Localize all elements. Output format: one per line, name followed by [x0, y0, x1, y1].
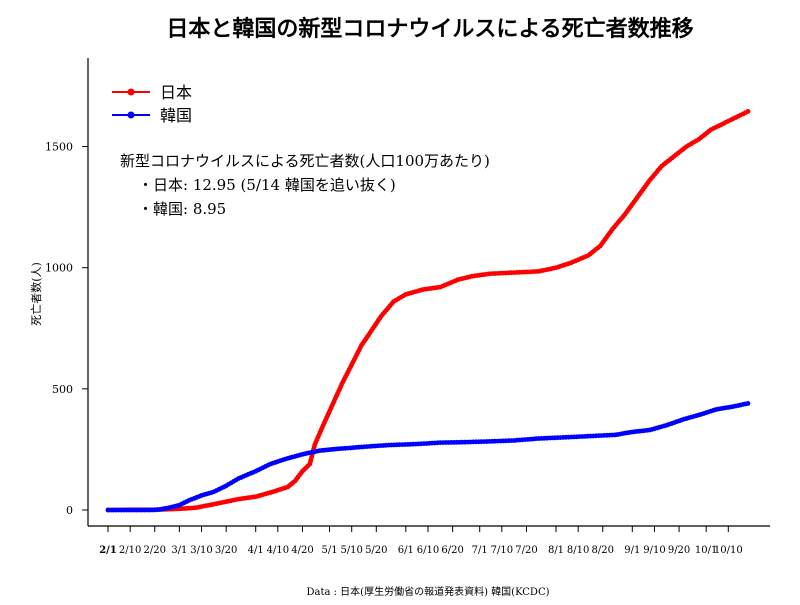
source-note: Data : 日本(厚生労働省の報道発表資料) 韓国(KCDC) — [307, 585, 550, 598]
legend-label: 韓国 — [160, 106, 192, 125]
x-tick-label: 5/1 — [321, 545, 337, 556]
x-tick-label: 9/10 — [643, 545, 665, 556]
x-tick-label: 8/20 — [592, 545, 614, 556]
x-tick-label: 7/1 — [472, 545, 488, 556]
series-japan — [105, 109, 751, 513]
x-tick-label: 5/20 — [365, 545, 387, 556]
annotation-line: 新型コロナウイルスによる死亡者数(人口100万あたり) — [120, 152, 490, 170]
x-tick-label: 3/1 — [171, 545, 187, 556]
x-tick-label: 9/1 — [624, 545, 640, 556]
y-ticks: 0 500 1000 1500 — [45, 141, 88, 517]
x-ticks: 2/1 2/10 2/20 3/1 3/10 3/20 4/1 4/10 4/20 5/1 5/10… — [99, 526, 743, 556]
data-point — [745, 109, 751, 114]
legend-swatch-marker — [127, 111, 135, 119]
y-axis-label: 死亡者数(人) — [29, 262, 43, 326]
x-tick-label: 2/20 — [144, 545, 166, 556]
annotation-line: ・日本: 12.95 (5/14 韓国を追い抜く) — [138, 176, 396, 194]
x-tick-label: 4/1 — [248, 545, 264, 556]
x-tick-label: 6/20 — [441, 545, 463, 556]
x-tick-label: 4/10 — [267, 545, 289, 556]
x-tick-label: 3/10 — [190, 545, 212, 556]
x-tick-label: 9/20 — [668, 545, 690, 556]
series-korea — [105, 400, 751, 513]
x-tick-label: 6/10 — [417, 545, 439, 556]
x-tick-label: 5/10 — [340, 545, 362, 556]
annotation-line: ・韓国: 8.95 — [138, 200, 226, 218]
series-layer — [105, 109, 751, 513]
x-tick-label: 10/1 — [695, 545, 717, 556]
data-point — [745, 400, 751, 406]
x-tick-label: 7/10 — [491, 545, 513, 556]
x-tick-label: 2/10 — [119, 545, 141, 556]
y-tick-label: 500 — [52, 383, 73, 396]
x-tick-label: 8/10 — [567, 545, 589, 556]
y-tick-label: 0 — [66, 504, 73, 517]
y-tick-label: 1000 — [45, 262, 73, 275]
x-tick-label: 3/20 — [215, 545, 237, 556]
x-tick-label: 4/20 — [291, 545, 313, 556]
legend-swatch-marker — [127, 88, 135, 96]
chart-title: 日本と韓国の新型コロナウイルスによる死亡者数推移 — [166, 16, 693, 42]
legend-label: 日本 — [160, 83, 192, 102]
x-tick-label: 8/1 — [548, 545, 564, 556]
x-tick-label: 10/10 — [714, 545, 743, 556]
x-tick-label: 6/1 — [398, 545, 414, 556]
y-tick-label: 1500 — [45, 141, 73, 154]
annotation: 新型コロナウイルスによる死亡者数(人口100万あたり) ・日本: 12.95 (5… — [120, 152, 490, 218]
axes — [87, 58, 770, 527]
x-tick-label: 7/20 — [515, 545, 537, 556]
series-line — [107, 110, 749, 512]
x-tick-label: 2/1 — [99, 545, 117, 556]
